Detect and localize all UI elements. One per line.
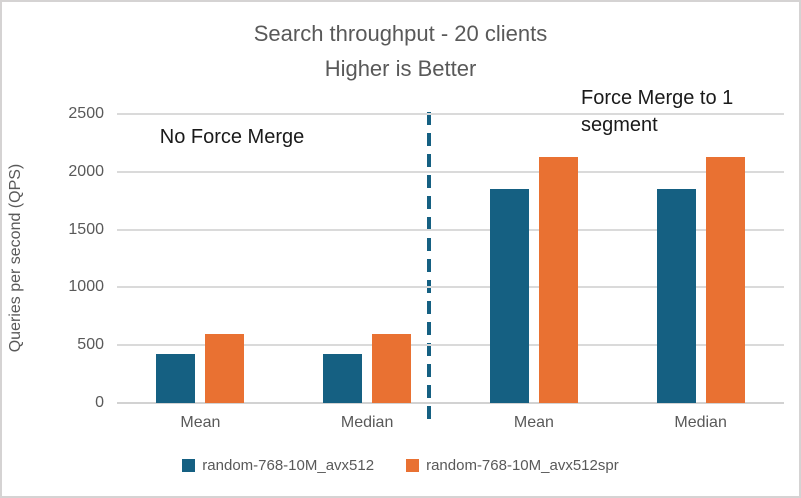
legend-swatch-icon <box>406 459 420 472</box>
y-axis-tick-label: 0 <box>95 394 104 411</box>
legend-swatch-icon <box>182 459 196 472</box>
gridline <box>117 228 784 231</box>
x-axis-category-label: Mean <box>513 414 554 431</box>
annotation-no-force-merge: No Force Merge <box>159 126 305 148</box>
x-axis-category-label: Mean <box>180 414 221 431</box>
bar <box>372 334 412 403</box>
y-axis-tick-label: 2500 <box>68 105 104 122</box>
annotation-force-merge-to-1-segment: Force Merge to 1 segment <box>581 87 734 136</box>
chart-title-line2: Higher is Better <box>324 56 477 81</box>
legend-label: random-768-10M_avx512 <box>202 457 375 474</box>
gridline <box>117 286 784 289</box>
x-axis-category-label: Median <box>674 414 727 431</box>
x-axis-category-label: Median <box>340 414 394 431</box>
chart-title: Search throughput - 20 clients Higher is… <box>2 16 799 86</box>
x-axis-line <box>117 402 784 404</box>
y-axis-tick-label: 1000 <box>68 278 104 296</box>
legend: random-768-10M_avx512 random-768-10M_avx5… <box>2 457 799 474</box>
bar <box>156 353 196 403</box>
y-axis-tick-label: 2000 <box>68 162 104 180</box>
bar <box>656 189 696 403</box>
bar <box>538 157 578 403</box>
y-axis-tick-label: 1500 <box>68 220 104 238</box>
bar <box>705 157 745 403</box>
legend-item: random-768-10M_avx512 <box>182 457 374 474</box>
bar <box>323 353 363 403</box>
chart-title-line1: Search throughput - 20 clients <box>253 21 548 46</box>
legend-label: random-768-10M_avx512spr <box>426 457 619 474</box>
y-axis-tick-label: 500 <box>77 336 104 354</box>
legend-item: random-768-10M_avx512spr <box>406 457 619 474</box>
bar <box>205 334 245 403</box>
y-axis-title: Queries per second (QPS) <box>7 163 24 353</box>
gridline <box>117 170 784 173</box>
gridline <box>117 113 784 115</box>
section-separator-dashed-line <box>427 112 431 423</box>
gridline <box>117 344 784 347</box>
bar <box>489 189 529 403</box>
